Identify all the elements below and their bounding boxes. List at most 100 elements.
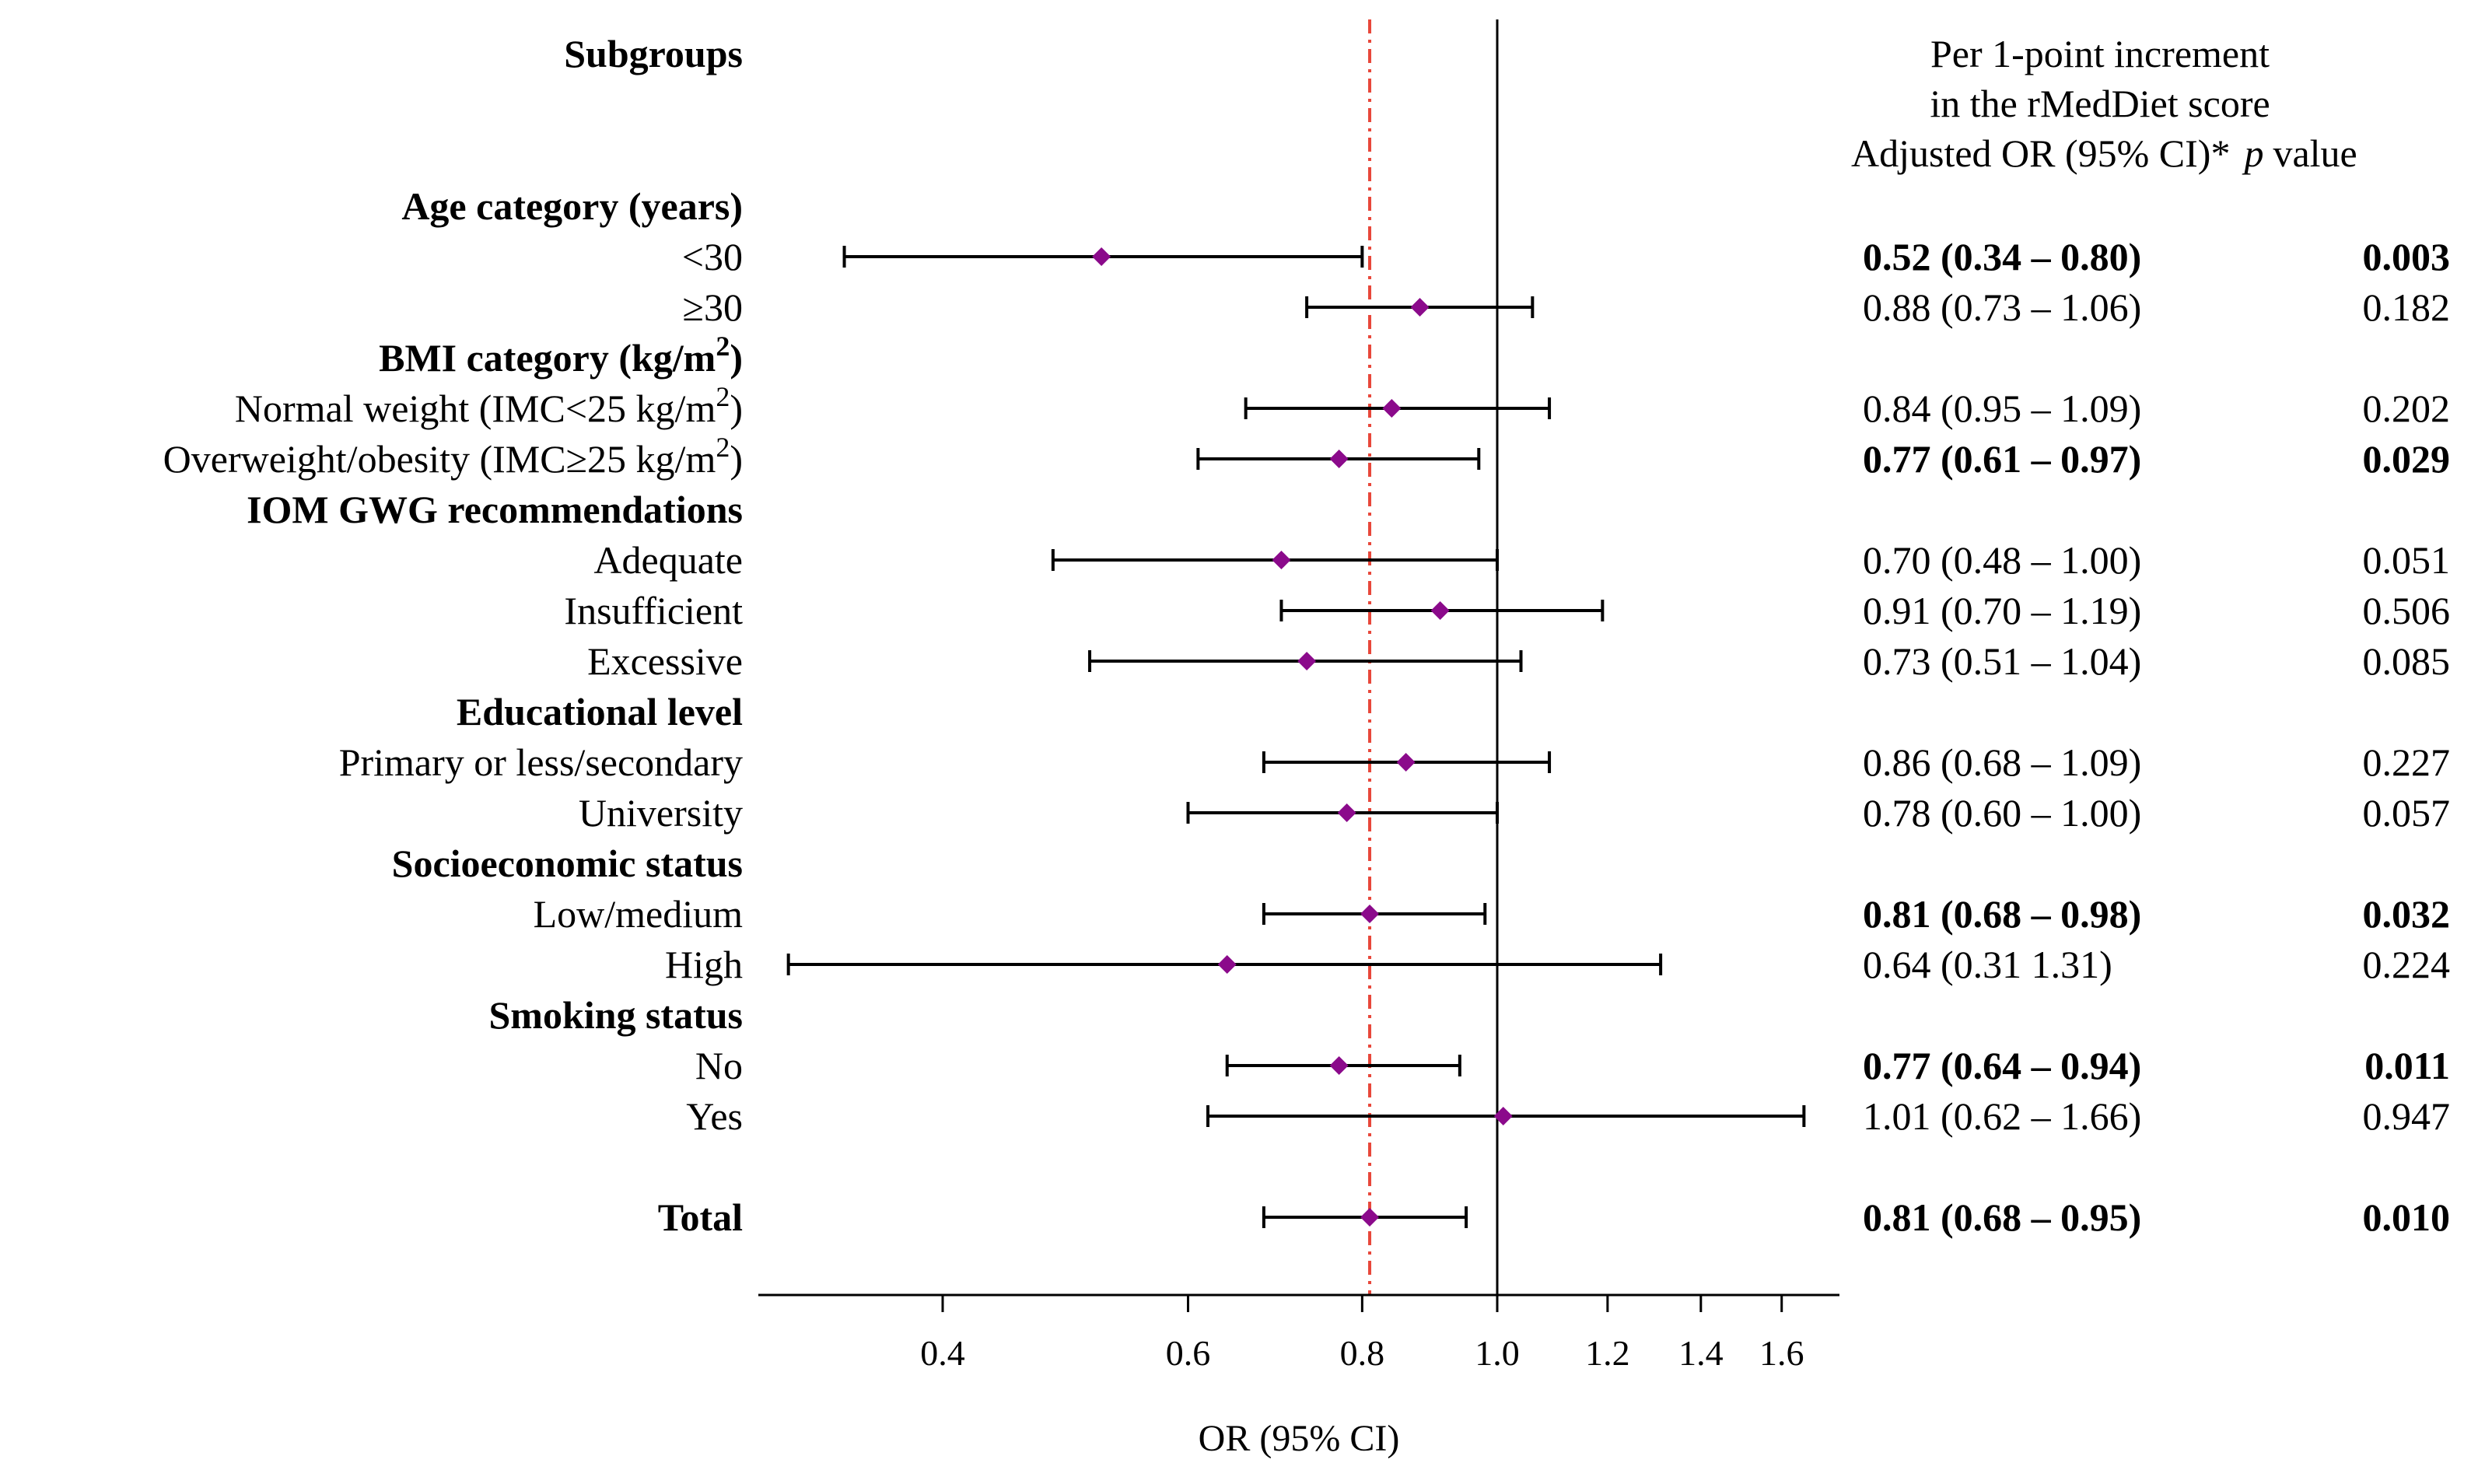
label-closing: ) <box>730 336 743 380</box>
row-label-text: Low/medium <box>534 892 744 936</box>
superscript: 2 <box>716 381 730 412</box>
column-header-line3: Adjusted OR (95% CI)* p value <box>1851 131 2357 175</box>
row-label-6: IOM GWG recommendations <box>247 488 743 531</box>
row-label-11: Primary or less/secondary <box>339 740 743 784</box>
p-value: 0.011 <box>2364 1044 2450 1087</box>
p-value: 0.227 <box>2363 740 2451 784</box>
p-heading-value: value <box>2273 131 2357 175</box>
row-label-text: Primary or less/secondary <box>339 740 743 784</box>
or-ci-value: 0.77 (0.64 – 0.94) <box>1863 1044 2141 1087</box>
row-label-text: Total <box>658 1195 743 1239</box>
row-label-text: Educational level <box>457 690 743 733</box>
row-label-15: High <box>665 943 743 986</box>
row-label-20: Total <box>658 1195 743 1239</box>
x-axis-title: OR (95% CI) <box>1199 1418 1400 1459</box>
or-point-marker <box>1360 1208 1380 1227</box>
p-value: 0.506 <box>2363 589 2451 632</box>
or-point-marker <box>1217 955 1237 974</box>
row-label-4: Normal weight (IMC<25 kg/m2) <box>235 381 743 430</box>
p-value: 0.051 <box>2363 538 2451 582</box>
x-tick-label: 0.4 <box>920 1333 965 1373</box>
p-value: 0.202 <box>2363 387 2451 430</box>
or-ci-value: 0.81 (0.68 – 0.98) <box>1863 892 2141 936</box>
or-ci-value: 0.91 (0.70 – 1.19) <box>1863 589 2141 632</box>
row-label-10: Educational level <box>457 690 743 733</box>
or-point-marker <box>1493 1107 1513 1125</box>
row-label-7: Adequate <box>593 538 743 582</box>
label-closing: ) <box>730 387 743 430</box>
row-label-17: No <box>695 1044 743 1087</box>
row-label-text: IOM GWG recommendations <box>247 488 743 531</box>
x-tick-label: 1.4 <box>1678 1333 1724 1373</box>
or-point-marker <box>1360 905 1380 923</box>
p-value: 0.224 <box>2363 943 2451 986</box>
row-label-text: Overweight/obesity (IMC≥25 kg/m <box>163 437 716 481</box>
p-value: 0.010 <box>2363 1195 2451 1239</box>
row-label-text: Adequate <box>593 538 743 582</box>
row-label-3: BMI category (kg/m2) <box>379 331 743 380</box>
subgroups-heading: Subgroups <box>564 32 743 75</box>
p-value: 0.057 <box>2363 791 2451 835</box>
row-label-0: Age category (years) <box>401 184 743 228</box>
row-label-text: Age category (years) <box>401 184 743 228</box>
or-point-marker <box>1297 652 1317 670</box>
row-label-1: <30 <box>682 235 743 278</box>
or-point-marker <box>1272 551 1291 569</box>
or-ci-value: 0.73 (0.51 – 1.04) <box>1863 639 2141 683</box>
or-point-marker <box>1337 803 1356 822</box>
or-point-marker <box>1092 247 1111 266</box>
x-tick-label: 0.8 <box>1340 1333 1385 1373</box>
row-label-12: University <box>579 791 743 835</box>
or-point-marker <box>1430 601 1450 620</box>
p-value: 0.032 <box>2363 892 2451 936</box>
p-value: 0.085 <box>2363 639 2451 683</box>
row-label-5: Overweight/obesity (IMC≥25 kg/m2) <box>163 432 743 481</box>
x-tick-label: 1.0 <box>1475 1333 1520 1373</box>
label-closing: ) <box>730 437 743 481</box>
p-value: 0.029 <box>2363 437 2451 481</box>
or-ci-value: 0.84 (0.95 – 1.09) <box>1863 387 2141 430</box>
or-ci-value: 0.88 (0.73 – 1.06) <box>1863 285 2141 329</box>
superscript: 2 <box>716 432 730 463</box>
row-label-text: BMI category (kg/m <box>379 336 716 380</box>
row-label-text: Smoking status <box>489 993 744 1037</box>
plot-area: 0.4 0.6 0.8 1.0 1.2 1.4 1.6 OR (95% CI) Age cate… <box>163 19 2450 1459</box>
row-label-16: Smoking status <box>489 993 744 1037</box>
or-point-marker <box>1329 450 1349 468</box>
row-label-text: Excessive <box>587 639 743 683</box>
or-ci-value: 0.78 (0.60 – 1.00) <box>1863 791 2141 835</box>
row-label-text: University <box>579 791 743 835</box>
row-label-text: Yes <box>686 1094 743 1138</box>
or-ci-value: 0.77 (0.61 – 0.97) <box>1863 437 2141 481</box>
row-label-text: Socioeconomic status <box>392 842 743 885</box>
x-tick-label: 0.6 <box>1166 1333 1211 1373</box>
p-value: 0.003 <box>2363 235 2451 278</box>
column-header-line2: in the rMedDiet score <box>1930 82 2270 125</box>
or-ci-value: 0.70 (0.48 – 1.00) <box>1863 538 2141 582</box>
row-label-text: Insufficient <box>564 589 743 632</box>
column-header-line1: Per 1-point increment <box>1930 32 2270 75</box>
or-ci-value: 0.81 (0.68 – 0.95) <box>1863 1195 2141 1239</box>
or-ci-heading: Adjusted OR (95% CI)* <box>1851 131 2230 175</box>
or-point-marker <box>1329 1056 1349 1075</box>
or-ci-value: 0.64 (0.31 1.31) <box>1863 943 2112 986</box>
or-ci-value: 0.86 (0.68 – 1.09) <box>1863 740 2141 784</box>
x-tick-label: 1.6 <box>1759 1333 1804 1373</box>
or-ci-value: 0.52 (0.34 – 0.80) <box>1863 235 2141 278</box>
row-label-8: Insufficient <box>564 589 743 632</box>
x-tick-label: 1.2 <box>1585 1333 1630 1373</box>
row-label-9: Excessive <box>587 639 743 683</box>
row-label-18: Yes <box>686 1094 743 1138</box>
superscript: 2 <box>716 331 730 362</box>
row-label-text: Normal weight (IMC<25 kg/m <box>235 387 716 430</box>
p-value: 0.182 <box>2363 285 2451 329</box>
row-label-13: Socioeconomic status <box>392 842 743 885</box>
row-label-text: ≥30 <box>683 285 743 329</box>
p-value: 0.947 <box>2363 1094 2451 1138</box>
or-ci-value: 1.01 (0.62 – 1.66) <box>1863 1094 2141 1138</box>
or-point-marker <box>1382 399 1402 418</box>
row-label-text: High <box>665 943 743 986</box>
or-point-marker <box>1410 298 1430 317</box>
row-label-2: ≥30 <box>683 285 743 329</box>
